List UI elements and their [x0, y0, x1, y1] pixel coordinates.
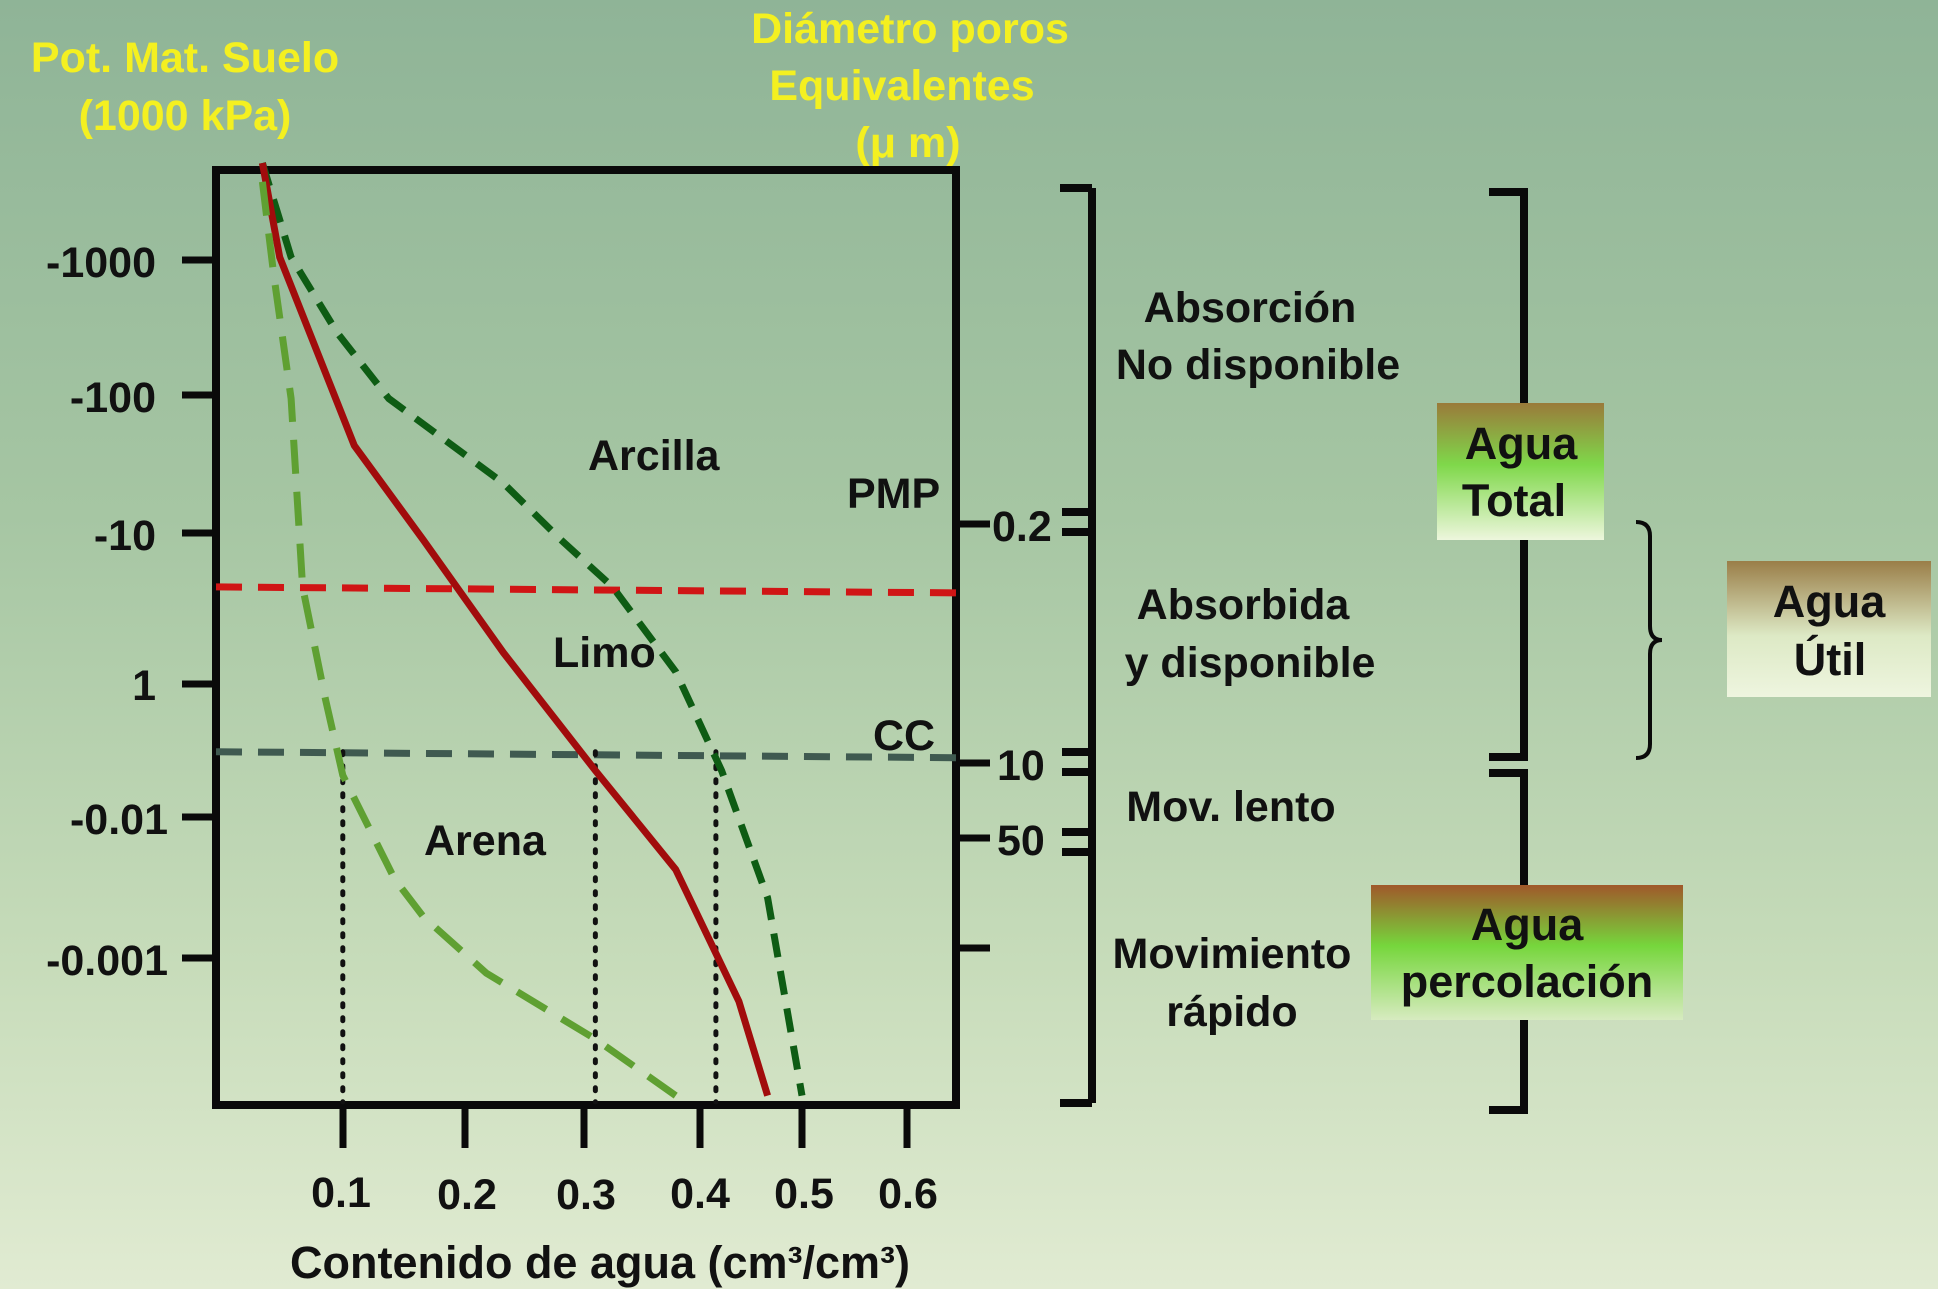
x-axis-label: Contenido de agua (cm³/cm³) — [290, 1237, 910, 1288]
right-tick-label: 0.2 — [992, 503, 1052, 551]
x-tick-label: 0.2 — [437, 1171, 497, 1219]
y-axis-ticks — [182, 256, 216, 962]
agua-total-line2: Total — [1462, 475, 1566, 526]
y-tick-label: -0.01 — [70, 796, 168, 844]
series-label-arcilla: Arcilla — [588, 432, 721, 480]
x-tick-label: 0.3 — [556, 1171, 616, 1219]
agua-percolacion-line1: Agua — [1471, 899, 1584, 950]
reference-label-pmp: PMP — [847, 470, 940, 518]
x-tick-label: 0.1 — [311, 1169, 371, 1217]
agua-total-box — [1437, 403, 1604, 540]
x-tick-label: 0.6 — [878, 1170, 938, 1218]
agua-total-line1: Agua — [1465, 418, 1578, 469]
chart-content — [215, 161, 961, 1105]
y-tick-label: 1 — [132, 662, 156, 710]
right-title-line1: Diámetro poros — [751, 5, 1069, 53]
x-tick-label: 0.4 — [670, 1170, 730, 1218]
y-tick-label: -10 — [94, 512, 156, 560]
series-label-limo: Limo — [553, 629, 656, 677]
reference-label-cc: CC — [873, 712, 935, 760]
right-tick-label: 50 — [997, 817, 1045, 865]
right-title-line3: (μ m) — [855, 119, 960, 167]
agua-percolacion-box — [1371, 885, 1683, 1020]
agua-util-line1: Agua — [1773, 576, 1886, 627]
zone-absorbida-line2: y disponible — [1125, 639, 1376, 687]
zone-absorcion-line1: Absorción — [1144, 284, 1357, 332]
zone-mov-lento: Mov. lento — [1126, 783, 1335, 831]
x-tick-label: 0.5 — [774, 1170, 834, 1218]
zone-mov-rapido-line2: rápido — [1166, 988, 1297, 1036]
y-tick-label: -1000 — [46, 239, 156, 287]
zone-bracket — [1060, 184, 1096, 1107]
agua-util-brace — [1635, 520, 1663, 760]
series-line-arcilla — [259, 161, 806, 1097]
series-line-limo — [258, 162, 771, 1097]
zone-absorbida-line1: Absorbida — [1137, 581, 1351, 629]
right-axis-ticks — [956, 520, 990, 952]
agua-util-line2: Útil — [1794, 634, 1867, 685]
y-tick-label: -100 — [70, 374, 156, 422]
zone-mov-rapido-line1: Movimiento — [1113, 930, 1352, 978]
agua-percolacion-line2: percolación — [1401, 956, 1654, 1007]
left-title-line1: Pot. Mat. Suelo — [31, 34, 339, 82]
y-tick-label: -0.001 — [46, 937, 168, 985]
reference-line-pmp — [215, 583, 961, 597]
left-title-line2: (1000 kPa) — [79, 92, 292, 140]
right-title-line2: Equivalentes — [769, 62, 1034, 110]
x-axis-ticks — [339, 1105, 911, 1148]
agua-util-box — [1727, 561, 1931, 697]
right-tick-label: 10 — [997, 742, 1045, 790]
series-line-arena — [258, 181, 678, 1099]
series-label-arena: Arena — [424, 817, 547, 865]
zone-absorcion-line2: No disponible — [1116, 341, 1400, 389]
